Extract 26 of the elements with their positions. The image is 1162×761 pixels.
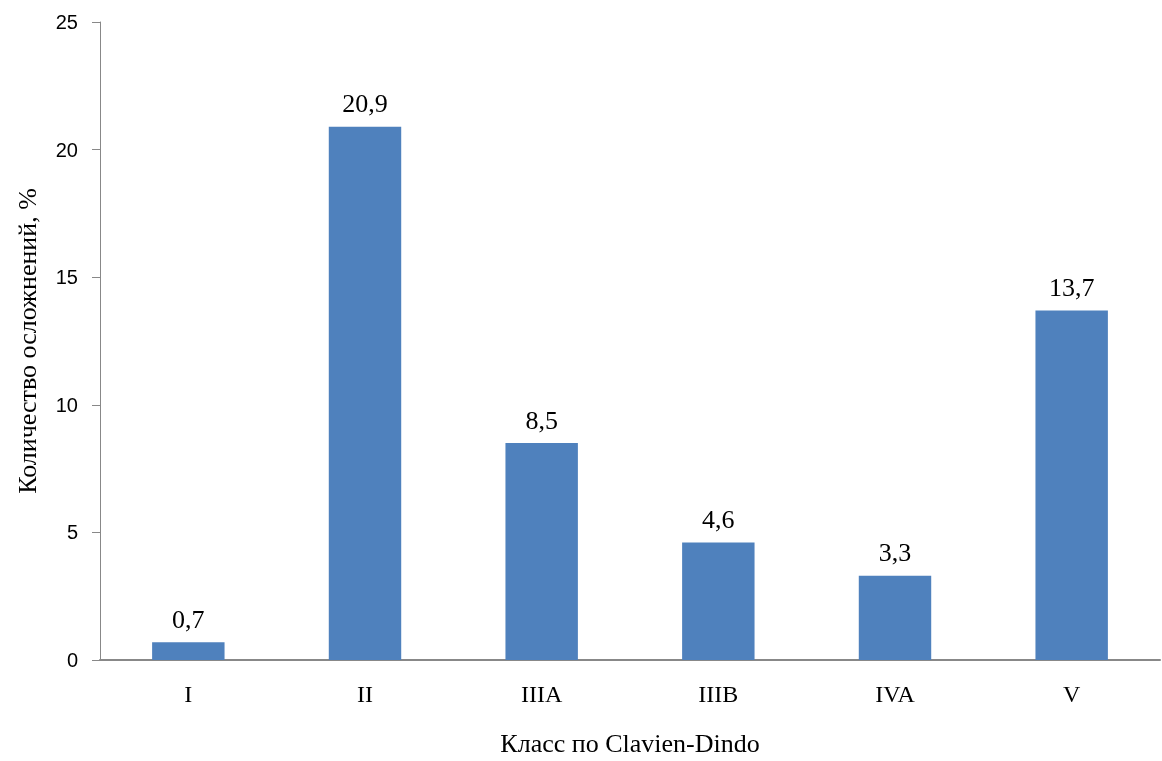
- y-tick-label: 10: [55, 393, 78, 416]
- bar: [505, 443, 578, 660]
- y-tick-label: 0: [66, 649, 78, 671]
- x-tick-label: V: [1062, 681, 1081, 707]
- data-label: 3,3: [878, 538, 912, 568]
- data-label: 0,7: [172, 604, 205, 634]
- x-tick-label: IIIA: [521, 681, 563, 707]
- bar: [152, 642, 225, 660]
- y-axis-title: Количество осложнений, %: [12, 188, 42, 494]
- x-tick-label: IVA: [875, 681, 916, 707]
- data-label: 4,6: [702, 505, 735, 535]
- bar: [682, 542, 755, 660]
- y-tick-label: 15: [55, 266, 78, 289]
- data-label: 8,5: [525, 405, 558, 435]
- data-label: 13,7: [1048, 272, 1095, 302]
- x-tick-label: I: [184, 681, 193, 707]
- y-tick-label: 20: [55, 138, 78, 161]
- bar: [328, 126, 402, 660]
- x-tick-label: II: [357, 681, 373, 707]
- bar: [858, 575, 932, 660]
- y-tick-label: 25: [55, 11, 78, 33]
- x-axis-title: Класс по Clavien-Dindo: [500, 728, 760, 758]
- y-tick-label: 5: [66, 521, 78, 544]
- bar: [1035, 310, 1108, 660]
- x-tick-label: IIIB: [698, 681, 739, 707]
- data-label: 20,9: [342, 89, 388, 119]
